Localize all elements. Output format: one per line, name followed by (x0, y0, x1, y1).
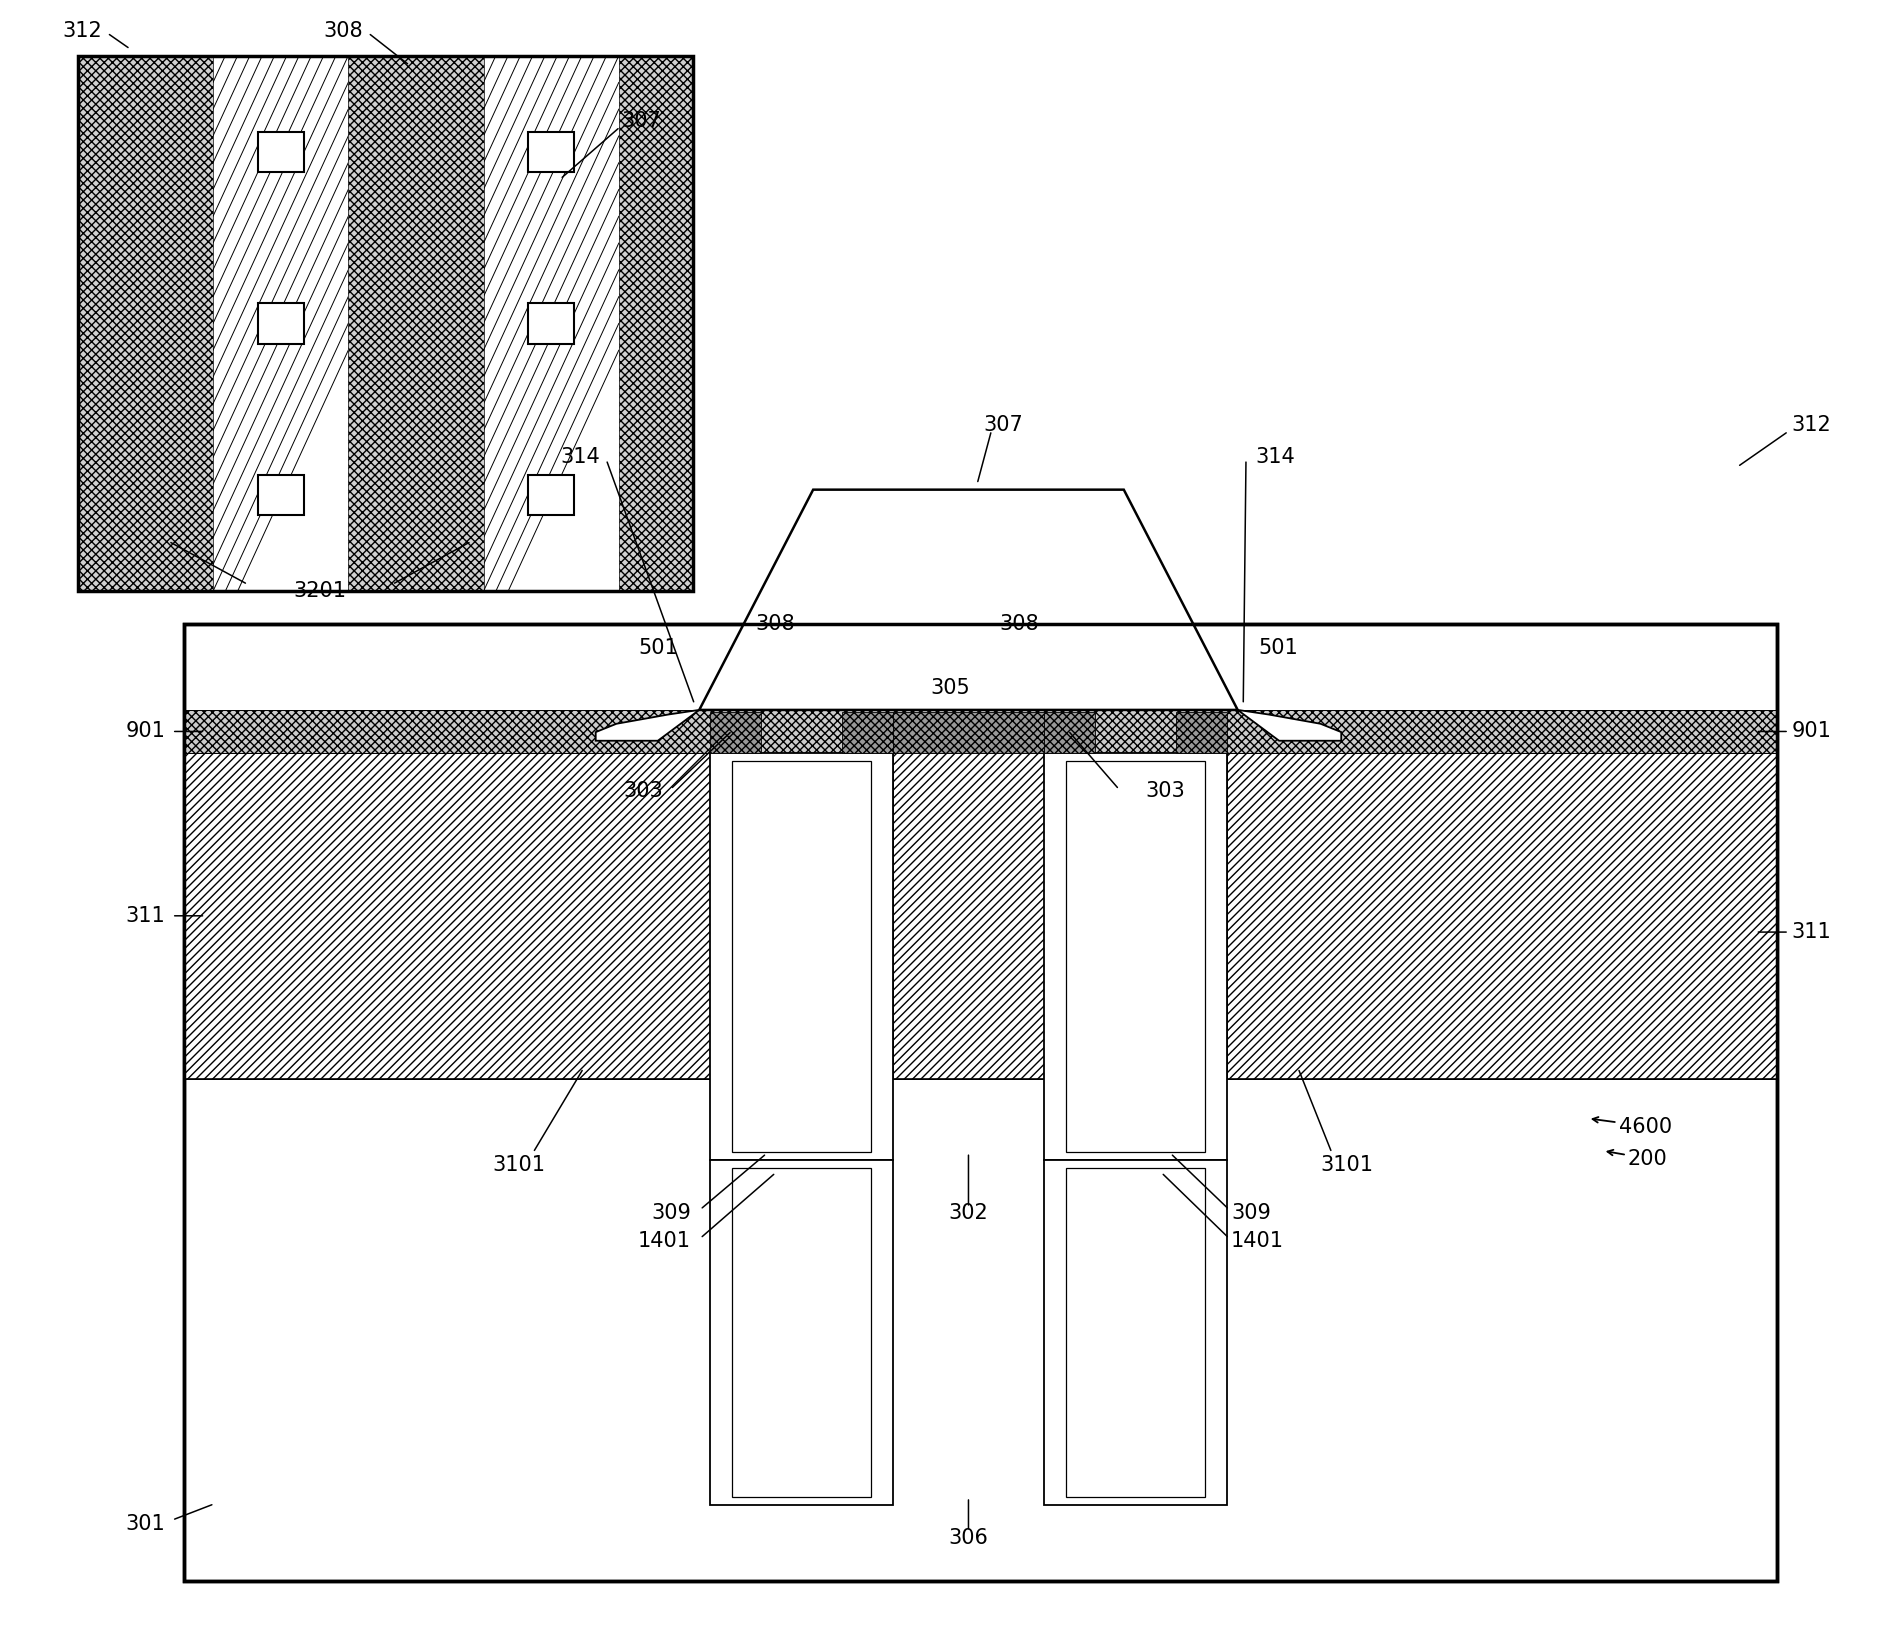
Text: 3201: 3201 (293, 581, 347, 601)
Bar (710, 753, 893, 1161)
Bar (1044, 753, 1228, 1161)
Bar (710, 712, 760, 753)
Bar (1066, 1167, 1205, 1498)
Bar (527, 303, 574, 344)
Bar (1044, 1161, 1228, 1504)
Text: 309: 309 (651, 1203, 691, 1223)
Text: 311: 311 (126, 905, 165, 927)
Text: 3101: 3101 (1320, 1154, 1374, 1175)
Text: 308: 308 (1000, 614, 1040, 634)
Text: 501: 501 (1258, 638, 1299, 658)
Text: 901: 901 (126, 722, 165, 742)
Bar (1177, 712, 1228, 753)
Text: 200: 200 (1627, 1149, 1667, 1169)
Text: 311: 311 (1793, 922, 1832, 941)
Text: 1401: 1401 (638, 1231, 691, 1251)
Text: 3101: 3101 (492, 1154, 544, 1175)
Bar (527, 133, 574, 172)
Bar (619, 56, 693, 591)
Bar (1044, 712, 1096, 753)
Bar (257, 133, 304, 172)
Bar (1066, 761, 1205, 1152)
Bar (212, 56, 349, 591)
Bar (257, 303, 304, 344)
Bar (349, 56, 484, 591)
Text: 301: 301 (126, 1514, 165, 1534)
Bar (184, 624, 1778, 1581)
Text: 312: 312 (62, 21, 103, 41)
Bar (184, 624, 1778, 1581)
Text: 312: 312 (1793, 414, 1832, 435)
Text: 307: 307 (984, 414, 1023, 435)
Text: 308: 308 (323, 21, 364, 41)
Bar (77, 56, 693, 591)
Polygon shape (1237, 710, 1342, 740)
Text: 314: 314 (561, 447, 601, 467)
Bar (1228, 753, 1778, 1079)
Text: 314: 314 (1256, 447, 1295, 467)
Polygon shape (700, 489, 1237, 710)
Bar (184, 710, 1778, 753)
Text: 901: 901 (1793, 722, 1832, 742)
Text: 307: 307 (621, 111, 661, 131)
Bar (893, 712, 1044, 753)
Polygon shape (595, 710, 700, 740)
Text: 302: 302 (948, 1203, 989, 1223)
Text: 303: 303 (1145, 781, 1184, 802)
Text: 501: 501 (638, 638, 679, 658)
Bar (732, 1167, 871, 1498)
Bar (257, 475, 304, 516)
Text: 305: 305 (929, 678, 970, 697)
Text: 309: 309 (1231, 1203, 1271, 1223)
Text: 1401: 1401 (1231, 1231, 1284, 1251)
Bar (527, 475, 574, 516)
Bar (732, 761, 871, 1152)
Bar (77, 56, 212, 591)
Text: 308: 308 (755, 614, 794, 634)
Bar (841, 712, 893, 753)
Text: 303: 303 (623, 781, 663, 802)
Bar (710, 1161, 893, 1504)
Bar (893, 753, 1044, 1079)
Text: 306: 306 (948, 1529, 989, 1549)
Bar (184, 753, 710, 1079)
Bar (77, 56, 693, 591)
Text: 4600: 4600 (1618, 1116, 1672, 1136)
Bar (484, 56, 619, 591)
